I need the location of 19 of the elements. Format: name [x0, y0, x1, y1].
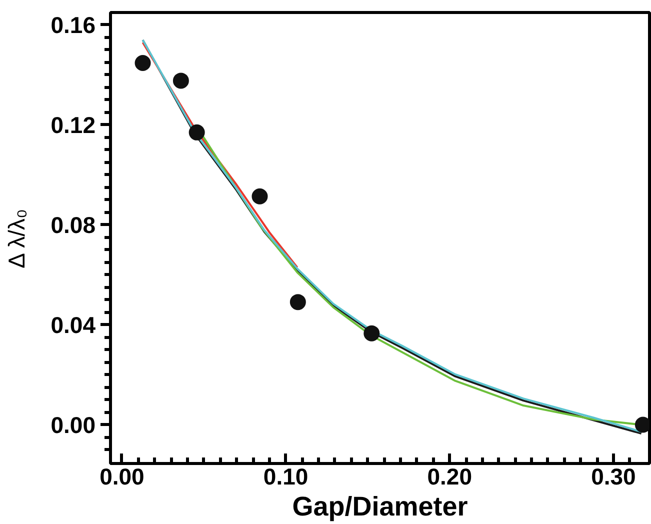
y-tick-label: 0.04: [50, 312, 96, 338]
x-tick-label: 0.00: [100, 464, 144, 490]
x-axis-title: Gap/Diameter: [292, 492, 468, 522]
y-tick-label: 0.16: [50, 12, 96, 38]
y-tick-label: 0.08: [50, 212, 96, 238]
y-axis-title: Δ λ/λ₀: [4, 208, 30, 268]
point: [290, 294, 306, 310]
point: [634, 416, 650, 433]
line-series: [142, 41, 298, 268]
point: [364, 325, 380, 342]
x-tick-label: 0.30: [591, 464, 636, 490]
x-tick-label: 0.10: [263, 464, 308, 490]
point: [172, 72, 189, 89]
x-tick-label: 0.20: [427, 464, 472, 490]
point: [134, 54, 151, 71]
point: [188, 124, 205, 140]
point: [252, 188, 268, 204]
y-tick-label: 0.00: [50, 412, 96, 438]
y-tick-label: 0.12: [50, 112, 96, 138]
